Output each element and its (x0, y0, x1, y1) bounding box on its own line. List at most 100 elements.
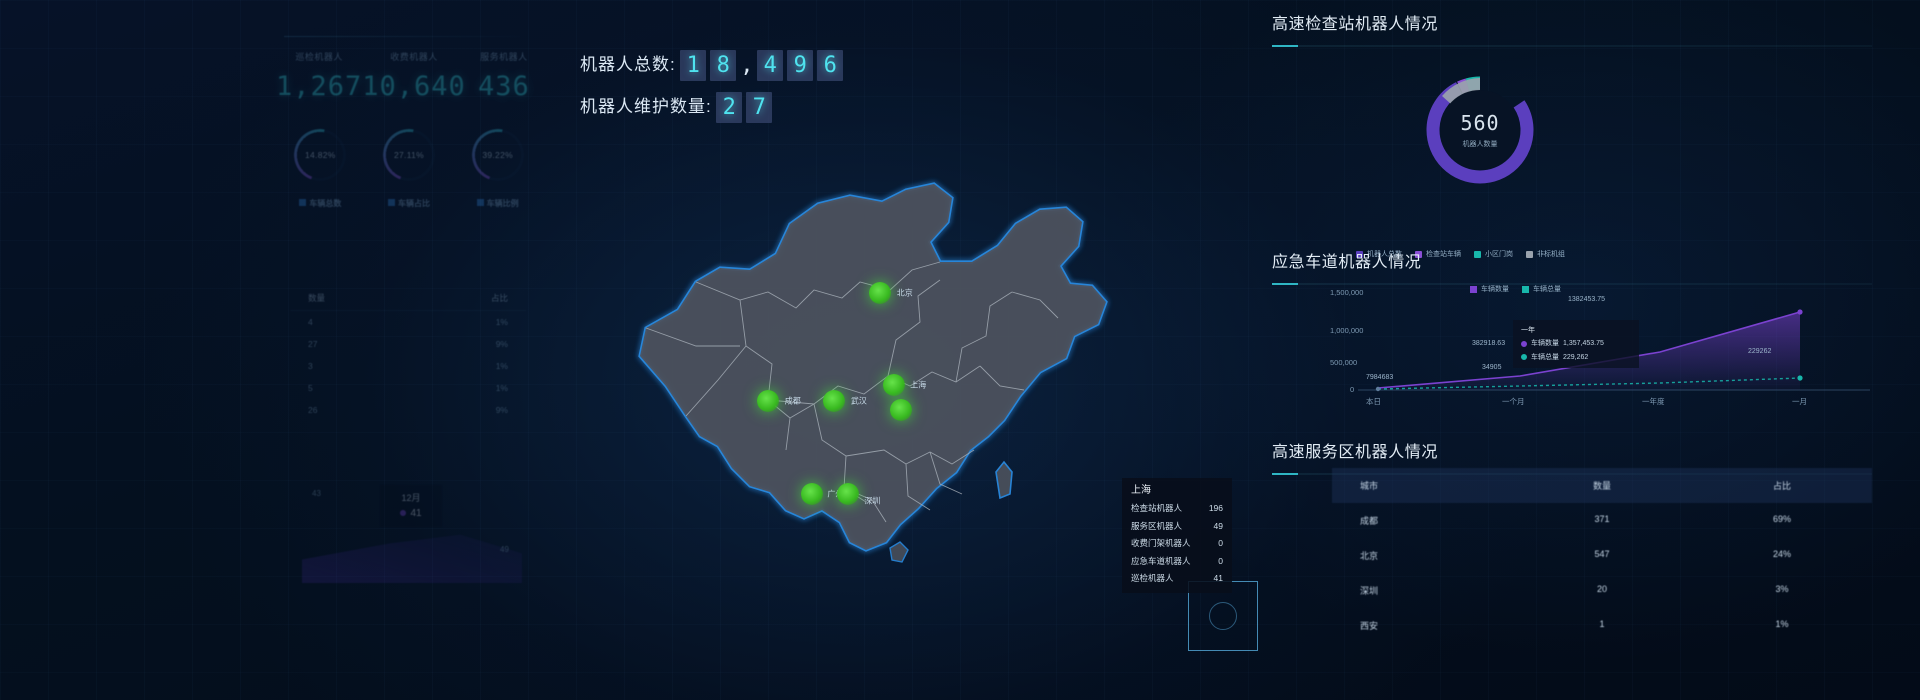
kpi-total-label: 机器人总数: (580, 55, 676, 74)
map-tooltip-value: 0 (1218, 555, 1223, 566)
series-dot-icon (1521, 341, 1527, 348)
legend-swatch-icon (1470, 285, 1477, 293)
left-legend: 车辆总数 车辆占比 车辆比例 (276, 198, 542, 209)
left-table-cell: 1% (495, 317, 508, 327)
checkpoint-donut-chart[interactable]: 560 机器人数量 (1420, 70, 1540, 190)
table-cell-count: 1 (1599, 619, 1605, 629)
emergency-line-chart[interactable]: 1,500,000 1,000,000 500,000 0 本日 一个月 一年度… (1330, 288, 1890, 406)
line-legend-item[interactable]: 车辆总量 (1522, 284, 1561, 294)
panel-title-emergency: 应急车道机器人情况 (1272, 254, 1422, 271)
left-panel-divider (284, 36, 520, 37)
donut-legend-item[interactable]: 机器人总数 (1356, 249, 1402, 259)
mini-tooltip-month: 12月 (401, 493, 421, 503)
mini-area-series (302, 534, 522, 583)
left-stat-value: 436 (478, 71, 530, 102)
left-table-row: 4 1% (290, 311, 526, 333)
panel-title-service-area: 高速服务区机器人情况 (1272, 444, 1439, 461)
series-dot-icon (400, 510, 407, 517)
line-tooltip-value: 229,262 (1563, 353, 1589, 361)
table-cell-count: 547 (1594, 549, 1610, 559)
led-digit: 9 (787, 50, 814, 82)
left-table-cell: 27 (308, 339, 318, 349)
led-digit: 6 (817, 50, 844, 82)
left-stat-group: 巡检机器人 1,267 收费机器人 10,640 服务机器人 436 (276, 50, 542, 102)
left-table: 数量 占比 4 1% 27 9% 3 1% 5 1% 26 9% (290, 286, 526, 421)
line-legend-label: 车辆总量 (1533, 286, 1561, 293)
kpi-maintenance-label: 机器人维护数量: (580, 97, 712, 116)
map-marker-hangzhou[interactable] (890, 399, 913, 422)
led-digit: 7 (746, 92, 773, 124)
donut-legend-item[interactable]: 小区门岗 (1474, 249, 1513, 259)
table-cell-percent: 24% (1772, 549, 1791, 559)
line-chart-annotation: 382918.63 (1472, 340, 1506, 347)
series-dot-icon (1521, 354, 1527, 361)
map-marker-guangzhou[interactable] (800, 483, 823, 506)
map-marker-label: 深圳 (864, 496, 881, 506)
donut-hole (1440, 90, 1520, 170)
legend-swatch-icon (1526, 250, 1533, 258)
left-table-row: 5 1% (290, 377, 526, 399)
table-row[interactable]: 成都 371 69% (1332, 503, 1872, 538)
line-chart-annotation: 229262 (1748, 348, 1772, 355)
table-header-cell: 数量 (1592, 481, 1611, 491)
line-chart-legend: 车辆数量 车辆总量 (1470, 284, 1561, 294)
table-cell-city: 西安 (1360, 621, 1379, 631)
map-tooltip-value: 196 (1208, 503, 1223, 513)
led-digit: 8 (710, 50, 737, 82)
left-table-header-row: 数量 占比 (290, 286, 526, 311)
map-tooltip-value: 41 (1213, 573, 1223, 583)
map-marker-shanghai[interactable] (883, 374, 905, 397)
left-table-cell: 9% (495, 405, 508, 415)
panel-divider (1272, 283, 1872, 285)
map-island (889, 541, 909, 563)
legend-swatch-icon (387, 199, 395, 206)
map-tooltip-row: 服务区机器人 49 (1131, 520, 1223, 531)
table-cell-city: 北京 (1360, 551, 1379, 561)
left-gauge-group: 14.82% 27.11% 39.22% (276, 123, 542, 187)
left-table-cell: 9% (495, 339, 508, 349)
line-tooltip-title: 一年 (1521, 327, 1535, 334)
line-tooltip-row: 车辆数量 1,357,453.75 (1521, 340, 1631, 347)
map-tooltip-row: 收费门架机器人 0 (1131, 539, 1223, 548)
left-gauge-percent: 39.22% (482, 150, 513, 160)
left-stat-label: 巡检机器人 (295, 52, 343, 62)
panel-checkpoint: 高速检查站机器人情况 (1272, 10, 1892, 47)
gauge-ring-icon (471, 129, 524, 181)
left-mini-chart: 43 49 12月 41 (302, 483, 522, 583)
table-cell-city: 成都 (1360, 516, 1379, 526)
line-chart-annotation: 34905 (1482, 364, 1502, 371)
map-tooltip: 上海 检查站机器人 196 服务区机器人 49 收费门架机器人 0 应急车道机器… (1122, 478, 1232, 593)
left-table-cell: 1% (495, 361, 508, 371)
table-cell-percent: 69% (1772, 514, 1791, 524)
map-tooltip-value: 49 (1213, 520, 1223, 531)
table-row[interactable]: 北京 547 24% (1332, 538, 1872, 573)
map-marker-label: 北京 (896, 288, 913, 298)
led-digit: 1 (680, 50, 707, 82)
left-overview-panel: 巡检机器人 1,267 收费机器人 10,640 服务机器人 436 14.82… (276, 28, 542, 668)
map-marker-shenzhen[interactable] (837, 482, 860, 505)
donut-legend-item[interactable]: 检查站车辆 (1415, 249, 1461, 259)
china-map[interactable]: 北京 成都 武汉 上海 广州 深圳 (600, 150, 1160, 570)
gauge-ring-icon (383, 129, 435, 181)
left-stat-value: 10,640 (362, 71, 466, 102)
left-legend-label: 车辆总数 (309, 199, 342, 208)
left-stat-item: 收费机器人 10,640 (362, 50, 466, 102)
table-row[interactable]: 深圳 20 3% (1332, 573, 1872, 608)
line-legend-item[interactable]: 车辆数量 (1470, 284, 1509, 294)
line-chart-xtick: 一个月 (1502, 397, 1525, 406)
donut-center-label: 机器人数量 (1462, 141, 1498, 148)
map-marker-wuhan[interactable] (823, 390, 846, 413)
donut-center-text: 560 机器人数量 (1420, 70, 1540, 190)
table-row[interactable]: 西安 1 1% (1332, 608, 1872, 643)
left-stat-item: 巡检机器人 1,267 (276, 50, 362, 102)
line-chart-xtick: 一年度 (1642, 397, 1665, 406)
map-marker-chengdu[interactable] (757, 390, 779, 413)
donut-legend-item[interactable]: 非标机组 (1526, 249, 1565, 259)
left-gauge-percent: 14.82% (305, 150, 336, 160)
donut-legend-label: 机器人总数 (1367, 251, 1402, 258)
map-marker-beijing[interactable] (869, 281, 891, 304)
donut-legend-label: 非标机组 (1537, 251, 1565, 258)
map-tooltip-label: 服务区机器人 (1131, 520, 1183, 531)
left-stat-label: 服务机器人 (480, 52, 528, 62)
